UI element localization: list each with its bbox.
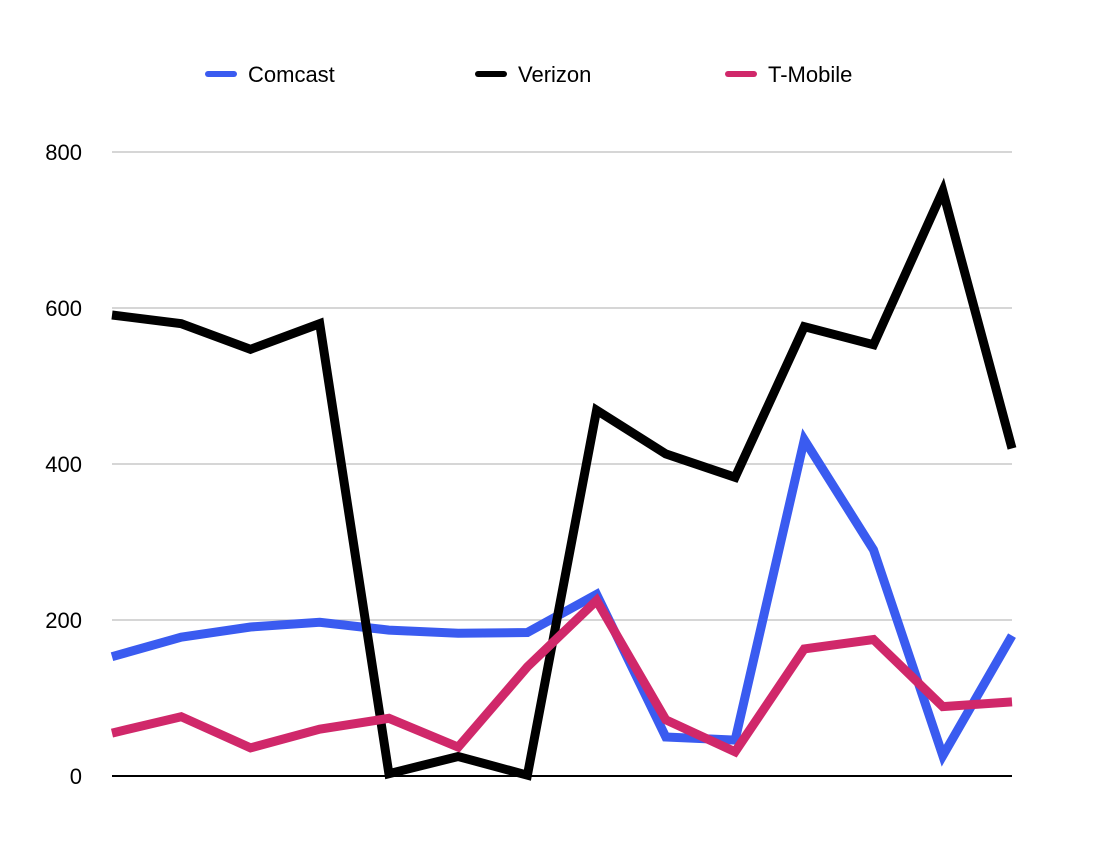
y-tick-label-0: 0	[70, 764, 82, 789]
legend-item-t-mobile: T-Mobile	[725, 62, 852, 87]
legend: Comcast Verizon T-Mobile	[205, 62, 852, 87]
series-lines	[110, 177, 1017, 781]
y-tick-label-400: 400	[45, 452, 82, 477]
y-tick-label-600: 600	[45, 296, 82, 321]
legend-label-verizon: Verizon	[518, 62, 591, 87]
legend-item-verizon: Verizon	[475, 62, 591, 87]
gridlines	[112, 151, 1012, 777]
y-tick-label-200: 200	[45, 608, 82, 633]
legend-label-comcast: Comcast	[248, 62, 335, 87]
y-tick-label-800: 800	[45, 140, 82, 165]
y-axis-tick-labels: 0 200 400 600 800	[45, 140, 82, 789]
series-line-t-mobile	[110, 593, 1013, 758]
series-line-verizon	[111, 177, 1017, 781]
legend-label-t-mobile: T-Mobile	[768, 62, 852, 87]
legend-item-comcast: Comcast	[205, 62, 335, 87]
